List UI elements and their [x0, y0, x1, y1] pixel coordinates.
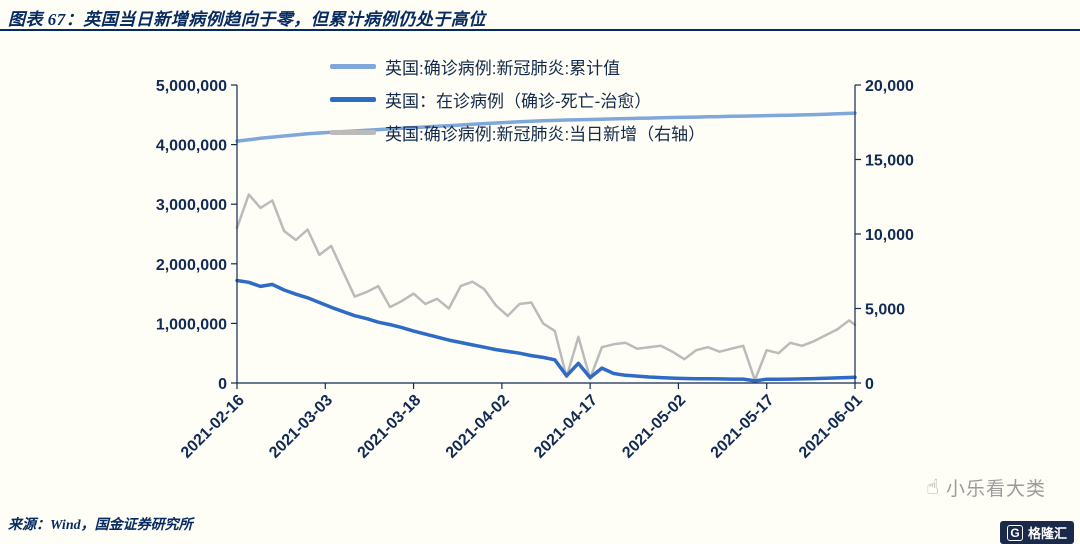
gelonghui-logo-text: 格隆汇: [1027, 526, 1067, 541]
right-axis-tick-label: 5,000: [865, 302, 905, 319]
tap-hand-icon: ☝: [926, 476, 939, 499]
title-divider: [0, 29, 1080, 31]
legend-item-daily: 英国:确诊病例:新冠肺炎:当日新增（右轴）: [330, 120, 705, 144]
legend-line-active-icon: [330, 96, 376, 102]
left-axis-tick-label: 3,000,000: [156, 197, 227, 214]
series-line-1: [235, 278, 857, 383]
chart-legend: 英国:确诊病例:新冠肺炎:累计值 英国：在诊病例（确诊-死亡-治愈） 英国:确诊…: [330, 54, 705, 144]
x-axis-tick-label: 2021-02-16: [178, 392, 248, 462]
x-axis-tick-label: 2021-05-02: [619, 392, 689, 462]
left-axis-tick-label: 4,000,000: [156, 138, 227, 155]
legend-item-active: 英国：在诊病例（确诊-死亡-治愈）: [330, 87, 705, 111]
x-axis-tick-label: 2021-03-03: [266, 392, 336, 462]
right-axis-tick-label: 20,000: [865, 78, 914, 95]
watermark-text: 小乐看大类: [945, 479, 1046, 500]
x-axis-tick-label: 2021-04-02: [443, 392, 513, 462]
x-axis-tick-label: 2021-05-17: [708, 392, 778, 462]
legend-label-daily: 英国:确诊病例:新冠肺炎:当日新增（右轴）: [385, 124, 706, 144]
legend-label-cumulative: 英国:确诊病例:新冠肺炎:累计值: [385, 58, 621, 78]
left-axis-tick-label: 5,000,000: [156, 78, 227, 95]
right-axis-tick-label: 15,000: [865, 153, 914, 170]
x-axis-tick-label: 2021-03-18: [355, 392, 425, 462]
x-axis-tick-label: 2021-04-17: [531, 392, 601, 462]
left-axis-tick-label: 0: [218, 376, 227, 393]
gelonghui-logo: G 格隆汇: [999, 521, 1074, 544]
gelonghui-g-icon: G: [1006, 524, 1023, 541]
x-axis-tick-label: 2021-06-01: [796, 392, 866, 462]
legend-label-active: 英国：在诊病例（确诊-死亡-治愈）: [385, 91, 652, 111]
watermark: ☝ 小乐看大类: [926, 474, 1046, 501]
chart-title: 图表 67：英国当日新增病例趋向于零，但累计病例仍处于高位: [8, 10, 486, 29]
series-line-2: [235, 193, 857, 382]
left-axis-tick-label: 1,000,000: [156, 316, 227, 333]
left-axis-tick-label: 2,000,000: [156, 257, 227, 274]
right-axis-tick-label: 0: [865, 376, 874, 393]
right-axis-tick-label: 10,000: [865, 227, 914, 244]
legend-item-cumulative: 英国:确诊病例:新冠肺炎:累计值: [330, 54, 705, 78]
legend-line-cumulative-icon: [330, 63, 376, 69]
legend-line-daily-icon: [330, 129, 376, 135]
source-note: 来源：Wind，国金证券研究所: [8, 518, 193, 533]
